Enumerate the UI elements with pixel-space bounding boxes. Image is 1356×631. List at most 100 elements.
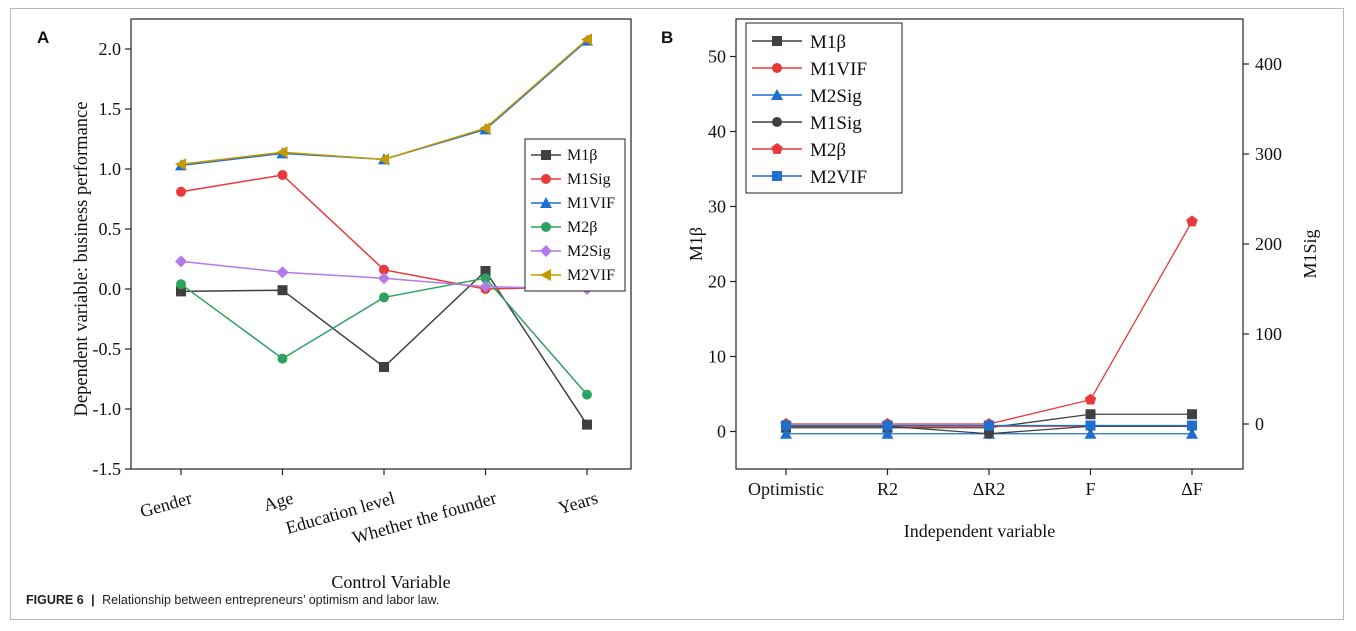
y-tick-label-a: -1.5: [93, 459, 122, 479]
data-point-b: [1186, 215, 1198, 227]
legend-marker-a: [540, 245, 552, 257]
legend-marker-a: [540, 269, 551, 281]
x-tick-label-b: ΔF: [1181, 479, 1203, 499]
legend-marker-b: [772, 117, 782, 127]
legend-a: [524, 138, 626, 292]
caption-text: Relationship between entrepreneurs’ opti…: [102, 593, 440, 607]
data-point-b: [984, 420, 994, 431]
y-tick-label-a: 1.0: [99, 159, 122, 179]
data-point-a: [379, 362, 389, 372]
y-tick-label-left-b: 30: [708, 197, 726, 217]
y-tick-label-left-b: 40: [708, 122, 726, 142]
data-point-a: [276, 146, 288, 159]
y-tick-label-left-b: 10: [708, 347, 726, 367]
data-point-a: [379, 264, 389, 275]
x-tick-label-b: R2: [877, 479, 898, 499]
data-point-b: [1084, 393, 1097, 405]
data-point-b: [780, 427, 792, 439]
legend-marker-b: [771, 143, 783, 154]
data-point-a: [378, 272, 390, 285]
y-axis-label-right-b: M1Sig: [1300, 229, 1320, 278]
data-point-a: [176, 286, 186, 297]
data-point-a: [175, 158, 186, 171]
data-point-a: [479, 280, 492, 293]
caption-separator: |: [91, 593, 95, 607]
legend-label-b: M1Sig: [810, 113, 862, 134]
panel-b: 0 10 20 30 40 50 0 100 200 300 400 Optimistic R2 ΔR2 F…: [686, 18, 1320, 541]
data-point-b: [882, 420, 893, 431]
data-point-a: [277, 170, 288, 180]
y-axis-label-left-b: M1β: [686, 227, 706, 261]
data-point-a: [479, 122, 491, 135]
x-tick-label-b: F: [1085, 479, 1095, 499]
legend-label-a: M1VIF: [567, 195, 615, 212]
y-tick-label-a: 1.5: [99, 99, 122, 119]
y-tick-label-a: -0.5: [93, 339, 122, 359]
data-point-b: [881, 427, 894, 439]
data-point-b: [1085, 409, 1096, 420]
legend-label-b: M2VIF: [810, 167, 867, 188]
y-tick-label-a: 0.5: [99, 219, 122, 239]
y-tick-label-a: 2.0: [99, 39, 122, 59]
data-point-b: [984, 428, 994, 439]
caption-label: FIGURE 6: [26, 593, 84, 607]
data-point-a: [176, 279, 186, 290]
data-point-a: [582, 419, 592, 430]
legend-marker-b: [772, 63, 782, 73]
legend-marker-a: [541, 174, 551, 184]
figure-caption: FIGURE 6 | Relationship between entrepre…: [26, 593, 439, 607]
y-tick-label-a: 0.0: [99, 279, 122, 299]
y-tick-label-right-b: 0: [1255, 414, 1264, 434]
data-point-b: [1187, 420, 1197, 431]
legend-label-b: M1VIF: [810, 59, 867, 80]
legend-marker-a: [541, 150, 551, 160]
y-axis-label-a: Dependent variable: business performance: [72, 102, 92, 417]
y-tick-label-right-b: 100: [1255, 324, 1282, 344]
legend-label-b: M2Sig: [810, 86, 862, 107]
panel-label-a: A: [37, 28, 49, 47]
data-point-b: [1187, 409, 1197, 420]
data-point-b: [1186, 427, 1198, 439]
legend-marker-b: [772, 171, 782, 181]
y-tick-label-right-b: 200: [1255, 234, 1282, 254]
data-point-a: [378, 153, 389, 166]
data-point-a: [582, 389, 592, 400]
legend-label-b: M2β: [810, 140, 846, 161]
data-point-a: [480, 266, 491, 276]
legend-b: [745, 22, 903, 194]
data-point-b: [781, 420, 791, 431]
panel-label-b: B: [661, 28, 673, 47]
data-point-b: [1085, 420, 1096, 431]
x-tick-label-a: Age: [261, 488, 295, 515]
data-point-a: [276, 266, 289, 279]
data-point-a: [277, 285, 288, 296]
data-point-b: [1084, 427, 1097, 439]
y-tick-label-left-b: 50: [708, 47, 726, 67]
data-point-a: [379, 292, 389, 303]
x-axis-label-a: Control Variable: [331, 572, 450, 592]
y-tick-label-a: -1.0: [93, 399, 122, 419]
data-point-a: [176, 186, 186, 197]
x-tick-label-b: Optimistic: [748, 479, 824, 499]
y-tick-label-right-b: 400: [1255, 54, 1282, 74]
y-tick-label-right-b: 300: [1255, 144, 1282, 164]
legend-label-b: M1β: [810, 32, 846, 53]
x-tick-label-a: Gender: [138, 488, 194, 522]
data-point-a: [581, 33, 592, 46]
data-point-a: [480, 273, 491, 284]
y-tick-label-left-b: 20: [708, 272, 726, 292]
legend-label-a: M2Sig: [567, 243, 611, 260]
legend-label-a: M2β: [567, 219, 597, 236]
legend-marker-a: [540, 197, 552, 208]
x-tick-label-b: ΔR2: [973, 479, 1006, 499]
legend-label-a: M2VIF: [567, 267, 615, 284]
data-point-a: [175, 255, 187, 268]
legend-label-a: M1Sig: [567, 171, 611, 188]
data-point-a: [277, 353, 288, 364]
x-axis-label-b: Independent variable: [904, 521, 1055, 541]
legend-marker-b: [772, 36, 782, 46]
figure-frame: A B -1.5 -1.0 -0.5 0.0 0.5 1.0 1.5 2.0 Gender Age Ed…: [10, 8, 1344, 620]
legend-marker-b: [771, 89, 783, 100]
